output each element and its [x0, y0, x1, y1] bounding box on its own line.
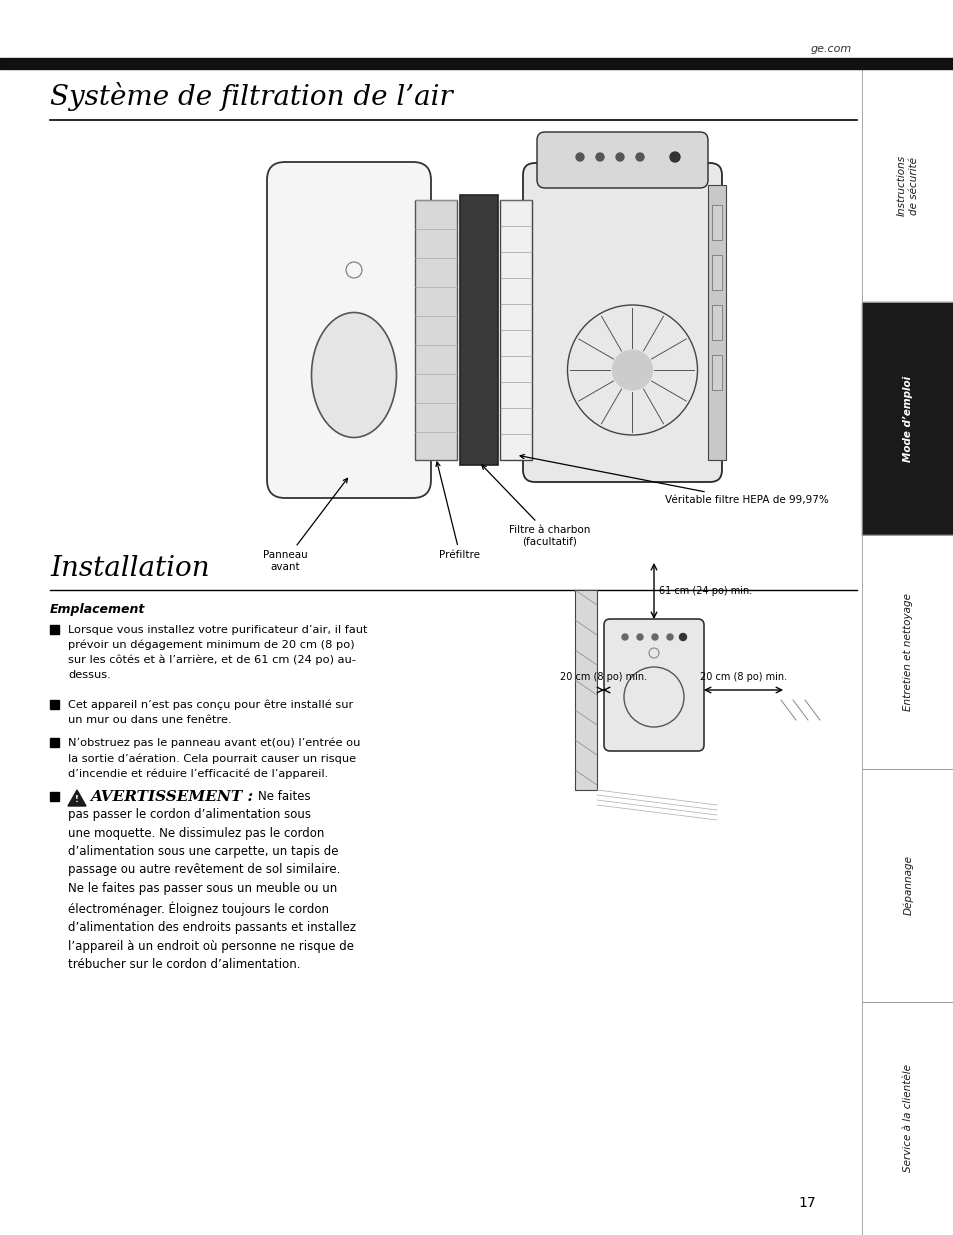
Text: Dépannage: Dépannage	[902, 855, 912, 915]
Bar	[711, 254, 721, 290]
Circle shape	[636, 153, 643, 161]
Bar	[459, 195, 497, 466]
Text: Filtre à charbon
(facultatif): Filtre à charbon (facultatif)	[481, 466, 590, 547]
Text: 20 cm (8 po) min.: 20 cm (8 po) min.	[559, 672, 646, 682]
Bar	[415, 200, 456, 459]
Text: N’obstruez pas le panneau avant et(ou) l’entrée ou
la sortie d’aération. Cela po: N’obstruez pas le panneau avant et(ou) l…	[68, 739, 360, 779]
Text: Véritable filtre HEPA de 99,97%: Véritable filtre HEPA de 99,97%	[519, 454, 828, 505]
Bar	[0, 58, 953, 69]
Text: Ne faites: Ne faites	[257, 790, 311, 803]
Text: Instructions
de sécurité: Instructions de sécurité	[896, 156, 918, 216]
Bar	[862, 69, 953, 303]
Circle shape	[596, 153, 603, 161]
Bar	[862, 536, 953, 768]
Circle shape	[621, 634, 627, 640]
Text: Cet appareil n’est pas conçu pour être installé sur
un mur ou dans une fenêtre.: Cet appareil n’est pas conçu pour être i…	[68, 700, 353, 725]
FancyBboxPatch shape	[267, 162, 431, 498]
Bar	[862, 768, 953, 1002]
Text: AVERTISSEMENT :: AVERTISSEMENT :	[90, 790, 253, 804]
Circle shape	[679, 634, 686, 641]
Ellipse shape	[312, 312, 396, 437]
Bar	[711, 305, 721, 340]
FancyBboxPatch shape	[537, 132, 707, 188]
Bar	[50, 700, 59, 709]
Text: ge.com: ge.com	[810, 44, 851, 54]
Text: Système de filtration de l’air: Système de filtration de l’air	[50, 82, 453, 111]
Bar	[707, 185, 725, 459]
Text: 61 cm (24 po) min.: 61 cm (24 po) min.	[659, 585, 752, 597]
Bar	[50, 625, 59, 634]
FancyBboxPatch shape	[522, 163, 721, 482]
Text: 20 cm (8 po) min.: 20 cm (8 po) min.	[700, 672, 786, 682]
Circle shape	[576, 153, 583, 161]
Text: Service à la clientèle: Service à la clientèle	[902, 1065, 912, 1172]
Text: !: !	[75, 795, 79, 804]
Text: Lorsque vous installez votre purificateur d’air, il faut
prévoir un dégagement m: Lorsque vous installez votre purificateu…	[68, 625, 367, 679]
Bar	[862, 303, 953, 536]
Bar	[711, 205, 721, 240]
Bar	[862, 1002, 953, 1235]
Bar	[862, 1002, 953, 1235]
Text: Préfiltre: Préfiltre	[436, 462, 480, 559]
Circle shape	[616, 153, 623, 161]
Text: Panneau
avant: Panneau avant	[262, 478, 347, 572]
Bar	[862, 768, 953, 1002]
FancyBboxPatch shape	[603, 619, 703, 751]
Bar	[862, 69, 953, 303]
Bar	[499, 200, 532, 459]
Bar	[862, 303, 953, 536]
Circle shape	[651, 634, 658, 640]
Circle shape	[666, 634, 672, 640]
Circle shape	[637, 634, 642, 640]
Text: Installation: Installation	[50, 555, 210, 582]
Polygon shape	[68, 790, 86, 806]
Circle shape	[612, 350, 652, 390]
Text: pas passer le cordon d’alimentation sous
une moquette. Ne dissimulez pas le cord: pas passer le cordon d’alimentation sous…	[68, 808, 355, 971]
Bar	[50, 739, 59, 747]
Text: Entretien et nettoyage: Entretien et nettoyage	[902, 593, 912, 711]
Circle shape	[669, 152, 679, 162]
Bar	[862, 536, 953, 768]
Bar	[50, 792, 59, 802]
Text: 17: 17	[798, 1195, 815, 1210]
Text: Emplacement: Emplacement	[50, 603, 145, 616]
Text: Mode d’emploi: Mode d’emploi	[902, 375, 912, 462]
Bar	[711, 354, 721, 390]
Bar	[575, 590, 597, 790]
